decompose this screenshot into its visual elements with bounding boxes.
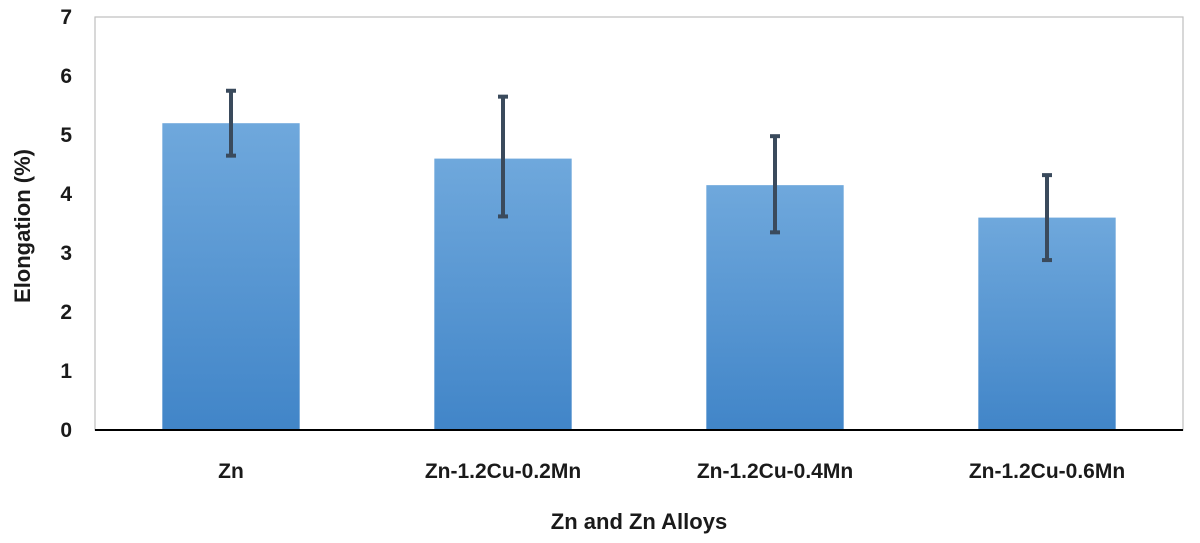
y-axis-title: Elongation (%) [10, 149, 35, 303]
y-tick-label: 6 [60, 65, 72, 88]
y-tick-label: 3 [60, 242, 72, 265]
x-tick-label: Zn-1.2Cu-0.4Mn [697, 460, 853, 483]
x-tick-label: Zn [218, 460, 244, 483]
y-tick-label: 5 [60, 124, 72, 147]
bar [162, 123, 300, 430]
y-axis: 0 1 2 3 4 5 6 7 [60, 6, 72, 442]
y-tick-label: 1 [60, 360, 72, 383]
y-tick-label: 7 [60, 6, 72, 29]
y-tick-label: 2 [60, 301, 72, 324]
y-tick-label: 0 [60, 419, 72, 442]
x-axis-title: Zn and Zn Alloys [551, 509, 727, 534]
x-tick-label: Zn-1.2Cu-0.2Mn [425, 460, 581, 483]
error-bars [226, 88, 1052, 263]
x-tick-label: Zn-1.2Cu-0.6Mn [969, 460, 1125, 483]
x-axis: Zn Zn-1.2Cu-0.2Mn Zn-1.2Cu-0.4Mn Zn-1.2Cu-0… [218, 460, 1125, 483]
bar-series [162, 123, 1116, 430]
y-tick-label: 4 [60, 183, 72, 206]
